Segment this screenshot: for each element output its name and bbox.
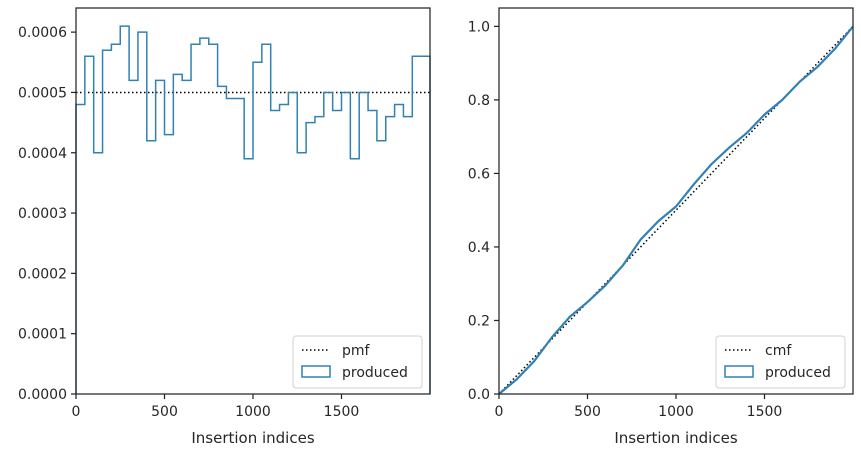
pmf-legend-box xyxy=(292,335,423,389)
cmf-legend-label-cmf: cmf xyxy=(765,343,792,359)
pmf-y-tick-label: 0.0005 xyxy=(18,85,67,101)
cmf-y-tick-label: 0.4 xyxy=(468,240,490,256)
cmf-y-tick-label: 0.6 xyxy=(468,166,490,182)
pmf-marks xyxy=(75,25,431,394)
cmf-legend-box xyxy=(715,335,846,389)
pmf-y-tick-label: 0.0001 xyxy=(18,327,67,343)
pmf-x-tick-label: 500 xyxy=(151,404,178,420)
cmf-x-ticks: 0 500 1000 1500 xyxy=(495,394,783,420)
pmf-x-ticks: 0 500 1000 1500 xyxy=(72,394,360,420)
cmf-series-produced xyxy=(498,25,854,395)
cmf-y-ticks: 0.0 0.2 0.4 0.6 0.8 1.0 xyxy=(468,19,499,403)
pmf-y-tick-label: 0.0003 xyxy=(18,206,67,222)
cmf-legend-swatch-produced xyxy=(724,365,754,378)
cmf-x-axis-label: Insertion indices xyxy=(614,429,737,447)
cmf-legend-label-produced: produced xyxy=(765,365,831,381)
cmf-y-tick-label: 1.0 xyxy=(468,19,490,35)
pmf-x-tick-label: 1000 xyxy=(235,404,271,420)
pmf-y-tick-label: 0.0004 xyxy=(18,146,67,162)
pmf-x-tick-label: 0 xyxy=(72,404,81,420)
cmf-panel: 0.0 0.2 0.4 0.6 0.8 1.0 0 500 1000 1500 Insertio… xyxy=(468,7,854,447)
pmf-series-produced xyxy=(75,25,431,394)
cmf-marks xyxy=(498,25,854,395)
pmf-legend-label-pmf: pmf xyxy=(342,343,371,359)
cmf-x-tick-label: 500 xyxy=(574,404,601,420)
cmf-x-tick-label: 1500 xyxy=(747,404,783,420)
pmf-panel: 0.0000 0.0001 0.0002 0.0003 0.0004 0.0005 0.00… xyxy=(18,7,431,447)
pmf-legend: pmf produced xyxy=(292,335,423,389)
pmf-y-tick-label: 0.0000 xyxy=(18,387,67,403)
pmf-legend-label-produced: produced xyxy=(342,365,408,381)
pmf-y-ticks: 0.0000 0.0001 0.0002 0.0003 0.0004 0.0005 0.00… xyxy=(18,25,76,403)
cmf-x-tick-label: 0 xyxy=(495,404,504,420)
pmf-legend-swatch-produced xyxy=(301,365,331,378)
cmf-x-tick-label: 1000 xyxy=(658,404,694,420)
pmf-x-tick-label: 1500 xyxy=(324,404,360,420)
pmf-x-axis-label: Insertion indices xyxy=(191,429,314,447)
cmf-y-tick-label: 0.0 xyxy=(468,387,490,403)
cmf-y-tick-label: 0.8 xyxy=(468,93,490,109)
cmf-y-tick-label: 0.2 xyxy=(468,313,490,329)
cmf-legend: cmf produced xyxy=(715,335,846,389)
pmf-y-tick-label: 0.0006 xyxy=(18,25,67,41)
pmf-y-tick-label: 0.0002 xyxy=(18,266,67,282)
